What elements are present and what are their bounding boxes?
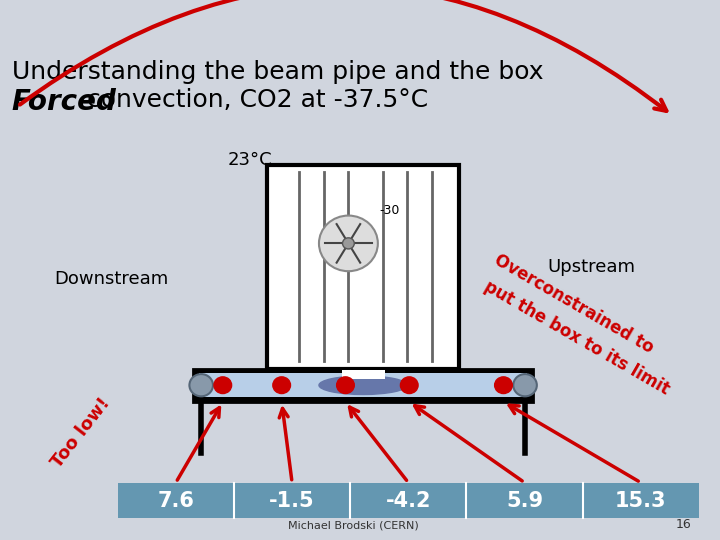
Circle shape — [273, 377, 290, 394]
Text: Downstream: Downstream — [54, 269, 168, 288]
Circle shape — [495, 377, 513, 394]
Text: -4.2: -4.2 — [385, 491, 431, 511]
Text: -30: -30 — [380, 205, 400, 218]
Circle shape — [189, 374, 213, 396]
Text: 5.9: 5.9 — [506, 491, 543, 511]
Text: 7.6: 7.6 — [158, 491, 194, 511]
Circle shape — [214, 377, 232, 394]
Circle shape — [319, 215, 378, 271]
Circle shape — [337, 377, 354, 394]
Text: Upstream: Upstream — [548, 258, 636, 275]
Bar — [118, 483, 699, 518]
Text: Understanding the beam pipe and the box: Understanding the beam pipe and the box — [12, 60, 544, 84]
Ellipse shape — [319, 376, 408, 395]
Text: Michael Brodski (CERN): Michael Brodski (CERN) — [288, 521, 419, 531]
Text: convection, CO2 at -37.5°C: convection, CO2 at -37.5°C — [78, 87, 428, 112]
Text: Too low!: Too low! — [48, 394, 113, 471]
Text: 23°C: 23°C — [228, 151, 272, 168]
Text: Forced: Forced — [12, 87, 117, 116]
Circle shape — [513, 374, 537, 396]
Text: 16: 16 — [676, 518, 692, 531]
Circle shape — [343, 238, 354, 249]
Text: -1.5: -1.5 — [269, 491, 315, 511]
Bar — [341, 370, 384, 379]
Bar — [267, 165, 459, 368]
Circle shape — [400, 377, 418, 394]
Bar — [199, 373, 527, 397]
Bar — [194, 368, 533, 402]
Text: put the box to its limit: put the box to its limit — [481, 278, 672, 399]
Text: 15.3: 15.3 — [615, 491, 667, 511]
Text: Overconstrained to: Overconstrained to — [491, 251, 657, 357]
